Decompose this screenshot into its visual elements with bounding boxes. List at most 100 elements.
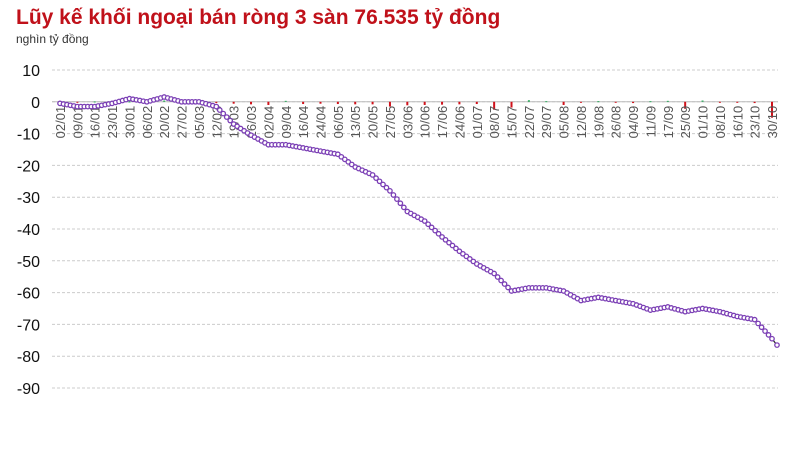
data-point-marker <box>383 184 390 191</box>
data-point-marker <box>494 274 501 280</box>
x-tick-label: 29/07 <box>539 106 554 139</box>
x-tick-label: 27/02 <box>175 106 190 139</box>
data-point-marker <box>421 218 428 224</box>
x-tick-label: 09/04 <box>279 106 294 139</box>
data-point-marker <box>390 192 397 198</box>
daily-net-bar <box>545 101 548 103</box>
x-tick-label: 20/02 <box>157 106 172 139</box>
y-tick-label: -90 <box>17 381 40 398</box>
x-tick-label: 17/09 <box>661 106 676 139</box>
data-point-marker <box>387 187 393 194</box>
data-point-marker <box>762 328 768 334</box>
x-tick-label: 17/06 <box>435 106 450 139</box>
data-point-marker <box>216 107 223 113</box>
y-axis-unit-label: nghìn tỷ đồng <box>16 32 89 46</box>
x-tick-label: 25/09 <box>678 106 693 139</box>
x-tick-label: 10/06 <box>418 106 433 139</box>
x-tick-label: 03/06 <box>400 106 415 139</box>
data-point-marker <box>765 332 772 338</box>
x-tick-label: 30/01 <box>122 106 137 139</box>
data-point-marker <box>425 221 432 228</box>
daily-net-bar <box>128 101 131 103</box>
daily-net-bar <box>441 101 444 105</box>
y-tick-label: 0 <box>31 95 40 112</box>
daily-net-bar <box>163 100 166 102</box>
x-tick-label: 13/05 <box>348 106 363 139</box>
x-tick-label: 24/04 <box>313 106 328 139</box>
data-point-marker <box>442 236 449 243</box>
daily-net-bar <box>76 101 79 103</box>
daily-net-bar <box>232 101 235 104</box>
data-point-marker <box>376 178 383 185</box>
daily-net-bar <box>579 101 582 103</box>
daily-net-bar <box>632 101 635 104</box>
y-tick-label: -70 <box>17 317 40 334</box>
daily-net-bar <box>753 101 756 104</box>
data-point-marker <box>432 227 438 234</box>
x-tick-label: 23/01 <box>105 106 120 139</box>
y-tick-label: -10 <box>17 127 40 144</box>
x-tick-label: 20/05 <box>366 106 381 139</box>
daily-net-bar <box>302 101 305 105</box>
daily-net-bar <box>93 101 96 103</box>
daily-net-bar <box>336 101 339 105</box>
data-point-marker <box>491 270 497 277</box>
data-point-marker <box>400 204 407 211</box>
data-point-marker <box>449 242 456 249</box>
x-tick-label: 16/01 <box>88 106 103 139</box>
x-tick-label: 26/08 <box>609 106 624 139</box>
data-point-marker <box>369 172 376 178</box>
x-tick-label: 23/10 <box>748 106 763 139</box>
x-tick-label: 01/10 <box>696 106 711 139</box>
data-point-marker <box>220 110 227 117</box>
daily-net-bar <box>684 101 687 109</box>
daily-net-bar <box>701 100 704 102</box>
x-tick-label: 08/07 <box>487 106 502 139</box>
data-point-marker <box>223 114 230 120</box>
y-tick-label: -80 <box>17 349 40 366</box>
data-point-marker <box>498 277 504 284</box>
data-point-marker <box>373 175 379 181</box>
data-point-marker <box>774 342 780 348</box>
daily-net-bar <box>388 101 391 107</box>
daily-net-bar <box>666 100 669 102</box>
y-tick-label: -40 <box>17 222 40 239</box>
chart-title: Lũy kế khối ngoại bán ròng 3 sàn 76.535 … <box>16 6 501 29</box>
daily-net-bar <box>319 101 322 104</box>
x-tick-label: 02/04 <box>261 106 276 139</box>
daily-net-bar <box>475 101 478 105</box>
data-point-marker <box>397 200 404 207</box>
data-point-marker <box>755 320 761 327</box>
daily-net-bar <box>736 101 739 103</box>
daily-net-bar <box>597 101 600 103</box>
data-point-marker <box>446 239 452 246</box>
x-tick-label: 16/04 <box>296 106 311 139</box>
daily-net-bar <box>458 101 461 105</box>
x-tick-label: 08/10 <box>713 106 728 139</box>
daily-net-bar <box>423 101 426 105</box>
x-tick-label: 05/08 <box>557 106 572 139</box>
daily-net-bar <box>614 101 617 103</box>
data-point-marker <box>439 234 445 240</box>
x-tick-label: 15/07 <box>505 106 520 139</box>
data-point-marker <box>758 324 765 331</box>
daily-net-bar <box>493 101 496 110</box>
data-point-marker <box>428 224 435 231</box>
daily-net-bar <box>284 100 287 102</box>
daily-net-bar <box>406 101 409 106</box>
data-point-marker <box>227 117 234 124</box>
daily-net-bar <box>718 101 721 103</box>
x-tick-label: 04/09 <box>626 106 641 139</box>
data-point-marker <box>453 245 459 252</box>
daily-net-bar <box>649 101 652 103</box>
x-tick-label: 30/10 <box>765 106 780 139</box>
daily-net-bar <box>354 101 357 105</box>
data-point-marker <box>769 335 775 342</box>
y-tick-label: 10 <box>22 63 40 80</box>
data-point-marker <box>505 284 511 291</box>
x-tick-label: 06/02 <box>140 106 155 139</box>
daily-net-bar <box>771 101 773 118</box>
daily-net-bar <box>562 101 565 105</box>
x-tick-label: 19/08 <box>591 106 606 139</box>
daily-net-bar <box>371 101 374 105</box>
